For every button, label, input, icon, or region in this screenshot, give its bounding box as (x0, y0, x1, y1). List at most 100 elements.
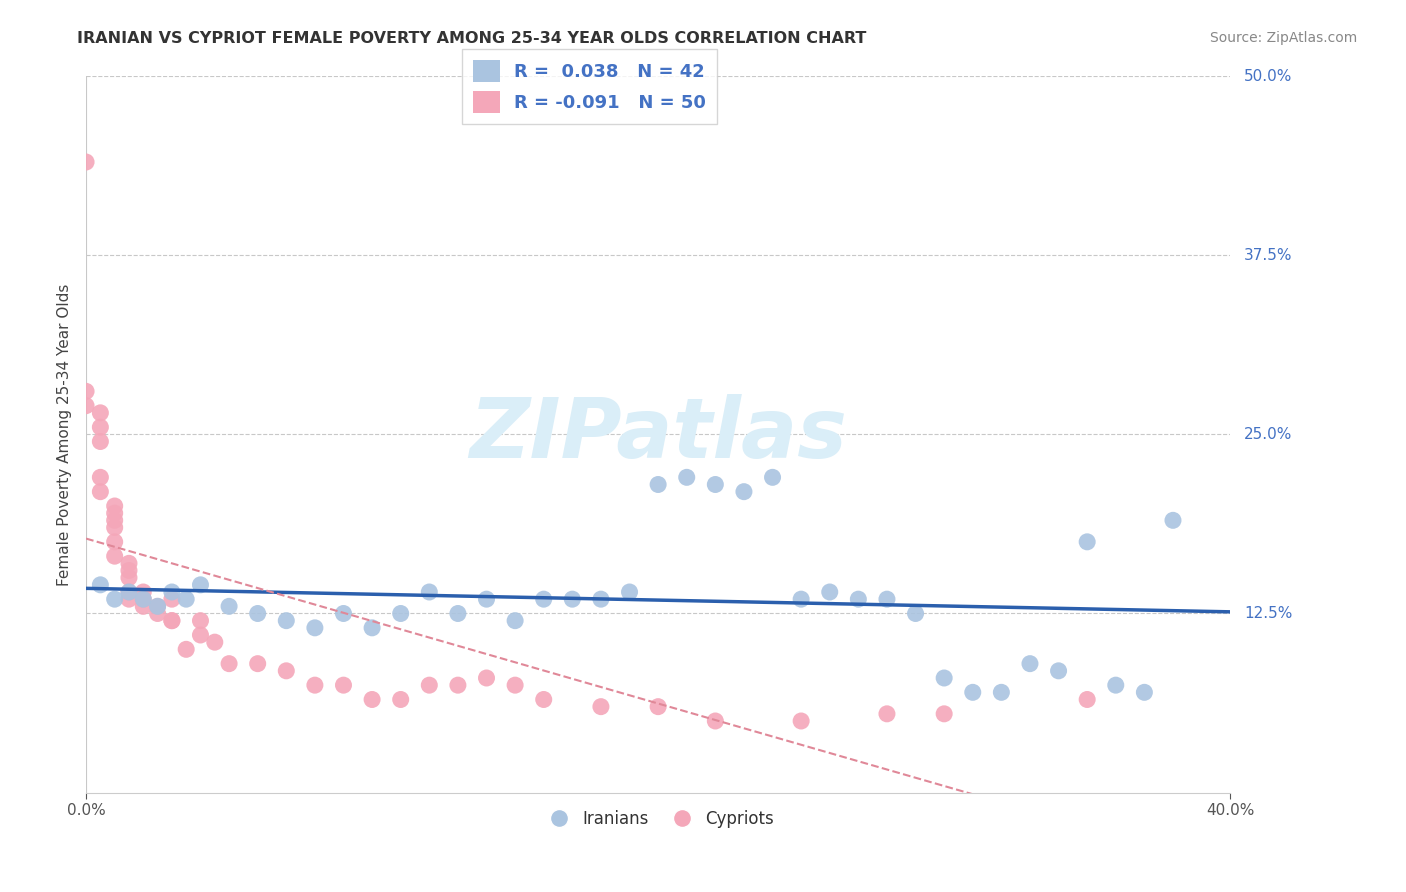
Point (1105, 678, 1128, 692)
Point (218, 657, 240, 671)
Point (246, 657, 269, 671)
Point (647, 699, 669, 714)
Text: IRANIAN VS CYPRIOT FEMALE POVERTY AMONG 25-34 YEAR OLDS CORRELATION CHART: IRANIAN VS CYPRIOT FEMALE POVERTY AMONG … (77, 31, 866, 46)
Point (190, 578, 212, 592)
Point (104, 499, 127, 513)
Point (174, 592, 197, 607)
Point (647, 477, 669, 491)
Point (75, 399, 97, 413)
Point (934, 706, 956, 721)
Point (904, 607, 927, 621)
Point (790, 714, 813, 728)
Point (704, 714, 727, 728)
Point (218, 599, 240, 614)
Point (533, 692, 555, 706)
Legend: Iranians, Cypriots: Iranians, Cypriots (536, 803, 780, 835)
Point (118, 585, 141, 599)
Point (118, 564, 141, 578)
Point (790, 592, 813, 607)
Point (533, 592, 555, 607)
Point (332, 607, 354, 621)
Text: 37.5%: 37.5% (1244, 248, 1292, 262)
Point (146, 599, 169, 614)
Point (1019, 657, 1042, 671)
Point (146, 607, 169, 621)
Point (89, 578, 111, 592)
Point (160, 614, 183, 628)
Point (160, 585, 183, 599)
Point (132, 592, 155, 607)
Point (104, 549, 127, 564)
Point (876, 706, 898, 721)
Point (447, 607, 470, 621)
Point (503, 678, 526, 692)
Point (704, 477, 727, 491)
Point (1076, 692, 1098, 706)
Point (89, 406, 111, 420)
Point (104, 506, 127, 520)
Point (160, 614, 183, 628)
Point (190, 614, 212, 628)
Point (389, 692, 412, 706)
Text: Source: ZipAtlas.com: Source: ZipAtlas.com (1209, 31, 1357, 45)
Point (304, 621, 326, 635)
Point (89, 484, 111, 499)
Text: 25.0%: 25.0% (1244, 427, 1292, 442)
Point (475, 671, 498, 685)
Point (160, 592, 183, 607)
Point (1133, 685, 1156, 699)
Point (561, 592, 583, 607)
Point (418, 585, 440, 599)
Point (846, 592, 869, 607)
Point (104, 520, 127, 534)
Point (190, 628, 212, 642)
Point (418, 678, 440, 692)
Point (132, 599, 155, 614)
Point (104, 534, 127, 549)
Point (589, 699, 612, 714)
Point (89, 420, 111, 434)
Point (1161, 513, 1184, 527)
Point (118, 557, 141, 571)
Point (104, 592, 127, 607)
Point (276, 664, 298, 678)
Point (818, 585, 841, 599)
Point (132, 585, 155, 599)
Point (246, 607, 269, 621)
Text: 50.0%: 50.0% (1244, 69, 1292, 84)
Point (89, 470, 111, 484)
Point (619, 585, 641, 599)
Point (1076, 534, 1098, 549)
Point (990, 685, 1012, 699)
Point (75, 155, 97, 169)
Point (118, 585, 141, 599)
Text: 12.5%: 12.5% (1244, 606, 1292, 621)
Point (876, 592, 898, 607)
Point (276, 614, 298, 628)
Point (118, 592, 141, 607)
Point (733, 484, 755, 499)
Point (304, 678, 326, 692)
Point (389, 607, 412, 621)
Point (503, 614, 526, 628)
Point (475, 592, 498, 607)
Point (174, 642, 197, 657)
Point (1047, 664, 1070, 678)
Point (118, 571, 141, 585)
Y-axis label: Female Poverty Among 25-34 Year Olds: Female Poverty Among 25-34 Year Olds (58, 283, 72, 585)
Point (132, 592, 155, 607)
Point (104, 513, 127, 527)
Point (589, 592, 612, 607)
Point (675, 470, 697, 484)
Point (89, 434, 111, 449)
Point (962, 685, 984, 699)
Point (447, 678, 470, 692)
Point (361, 621, 384, 635)
Point (204, 635, 226, 649)
Text: ZIPatlas: ZIPatlas (470, 394, 846, 475)
Point (75, 384, 97, 399)
Point (934, 671, 956, 685)
Point (361, 692, 384, 706)
Point (761, 470, 783, 484)
Point (146, 599, 169, 614)
